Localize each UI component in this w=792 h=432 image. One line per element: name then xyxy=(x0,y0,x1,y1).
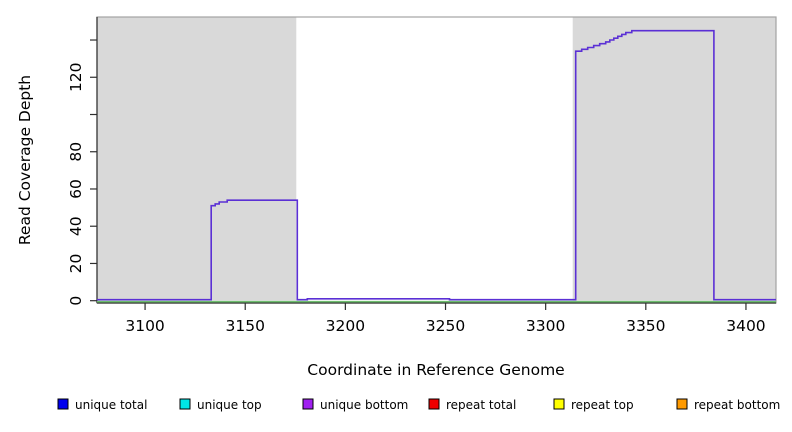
y-tick-label: 0 xyxy=(67,296,85,306)
legend-label: repeat bottom xyxy=(694,398,780,412)
x-tick-label: 3150 xyxy=(225,317,264,335)
legend-item: repeat top xyxy=(553,398,634,412)
legend-item: unique bottom xyxy=(302,398,408,412)
legend-item: unique total xyxy=(57,398,147,412)
legend-item: unique top xyxy=(179,398,262,412)
legend-item: repeat total xyxy=(428,398,516,412)
x-tick-label: 3200 xyxy=(326,317,365,335)
legend-swatch-unique-top xyxy=(179,398,191,410)
shaded-region xyxy=(572,17,776,301)
x-tick-label: 3250 xyxy=(426,317,465,335)
coverage-line-unique-bottom xyxy=(97,29,776,301)
x-tick-label: 3100 xyxy=(125,317,164,335)
y-tick-label: 80 xyxy=(67,142,85,162)
y-tick-label: 60 xyxy=(67,179,85,199)
shaded-region xyxy=(97,17,297,301)
y-tick-label: 20 xyxy=(67,254,85,274)
legend-label: unique top xyxy=(197,398,262,412)
legend-item: repeat bottom xyxy=(676,398,780,412)
x-tick-label: 3400 xyxy=(726,317,765,335)
legend-swatch-repeat-bottom xyxy=(676,398,688,410)
legend: unique total unique top unique bottom repea… xyxy=(57,398,780,412)
legend-swatch-repeat-top xyxy=(553,398,565,410)
legend-label: repeat top xyxy=(571,398,634,412)
legend-label: repeat total xyxy=(446,398,516,412)
x-tick-label: 3350 xyxy=(626,317,665,335)
legend-swatch-repeat-total xyxy=(428,398,440,410)
y-tick-label: 40 xyxy=(67,216,85,236)
legend-label: unique bottom xyxy=(320,398,408,412)
x-tick-label: 3300 xyxy=(526,317,565,335)
y-axis-title: Read Coverage Depth xyxy=(16,75,34,245)
legend-swatch-unique-total xyxy=(57,398,69,410)
y-tick-label: 120 xyxy=(67,62,85,92)
plot-layers: 3100 3150 3200 3250 3300 3350 3400 0 20 40 60 80 120 xyxy=(67,16,777,335)
legend-label: unique total xyxy=(75,398,147,412)
legend-swatch-unique-bottom xyxy=(302,398,314,410)
x-axis-title: Coordinate in Reference Genome xyxy=(307,361,564,379)
